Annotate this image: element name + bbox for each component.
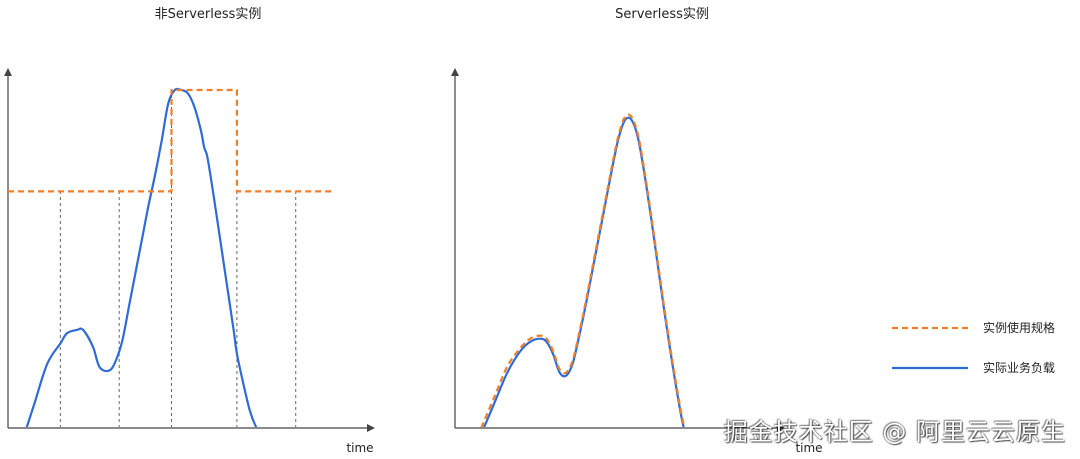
right-chart: Serverless实例 time [451,7,823,455]
chart-title: Serverless实例 [615,7,709,22]
legend-capacity-label: 实例使用规格 [983,320,1055,335]
series-load-line [483,116,685,427]
legend: 实例使用规格 实际业务负载 [892,320,1055,375]
left-chart: 非Serverless实例 time [4,7,375,455]
x-axis-label: time [346,441,373,455]
legend-load-label: 实际业务负载 [983,360,1055,375]
series-load-line [25,87,258,427]
y-axis-arrow [4,68,12,76]
series-capacity-line [8,88,335,193]
plot-area [480,113,686,427]
x-axis-arrow [777,424,785,432]
x-axis-arrow [367,424,375,432]
plot-area [8,87,335,427]
x-axis-label: time [795,441,822,455]
series-capacity-line [480,113,686,427]
watermark: 掘金技术社区 @ 阿里云云原生 [723,418,1066,446]
y-axis-arrow [451,68,459,76]
chart-title: 非Serverless实例 [155,7,262,22]
